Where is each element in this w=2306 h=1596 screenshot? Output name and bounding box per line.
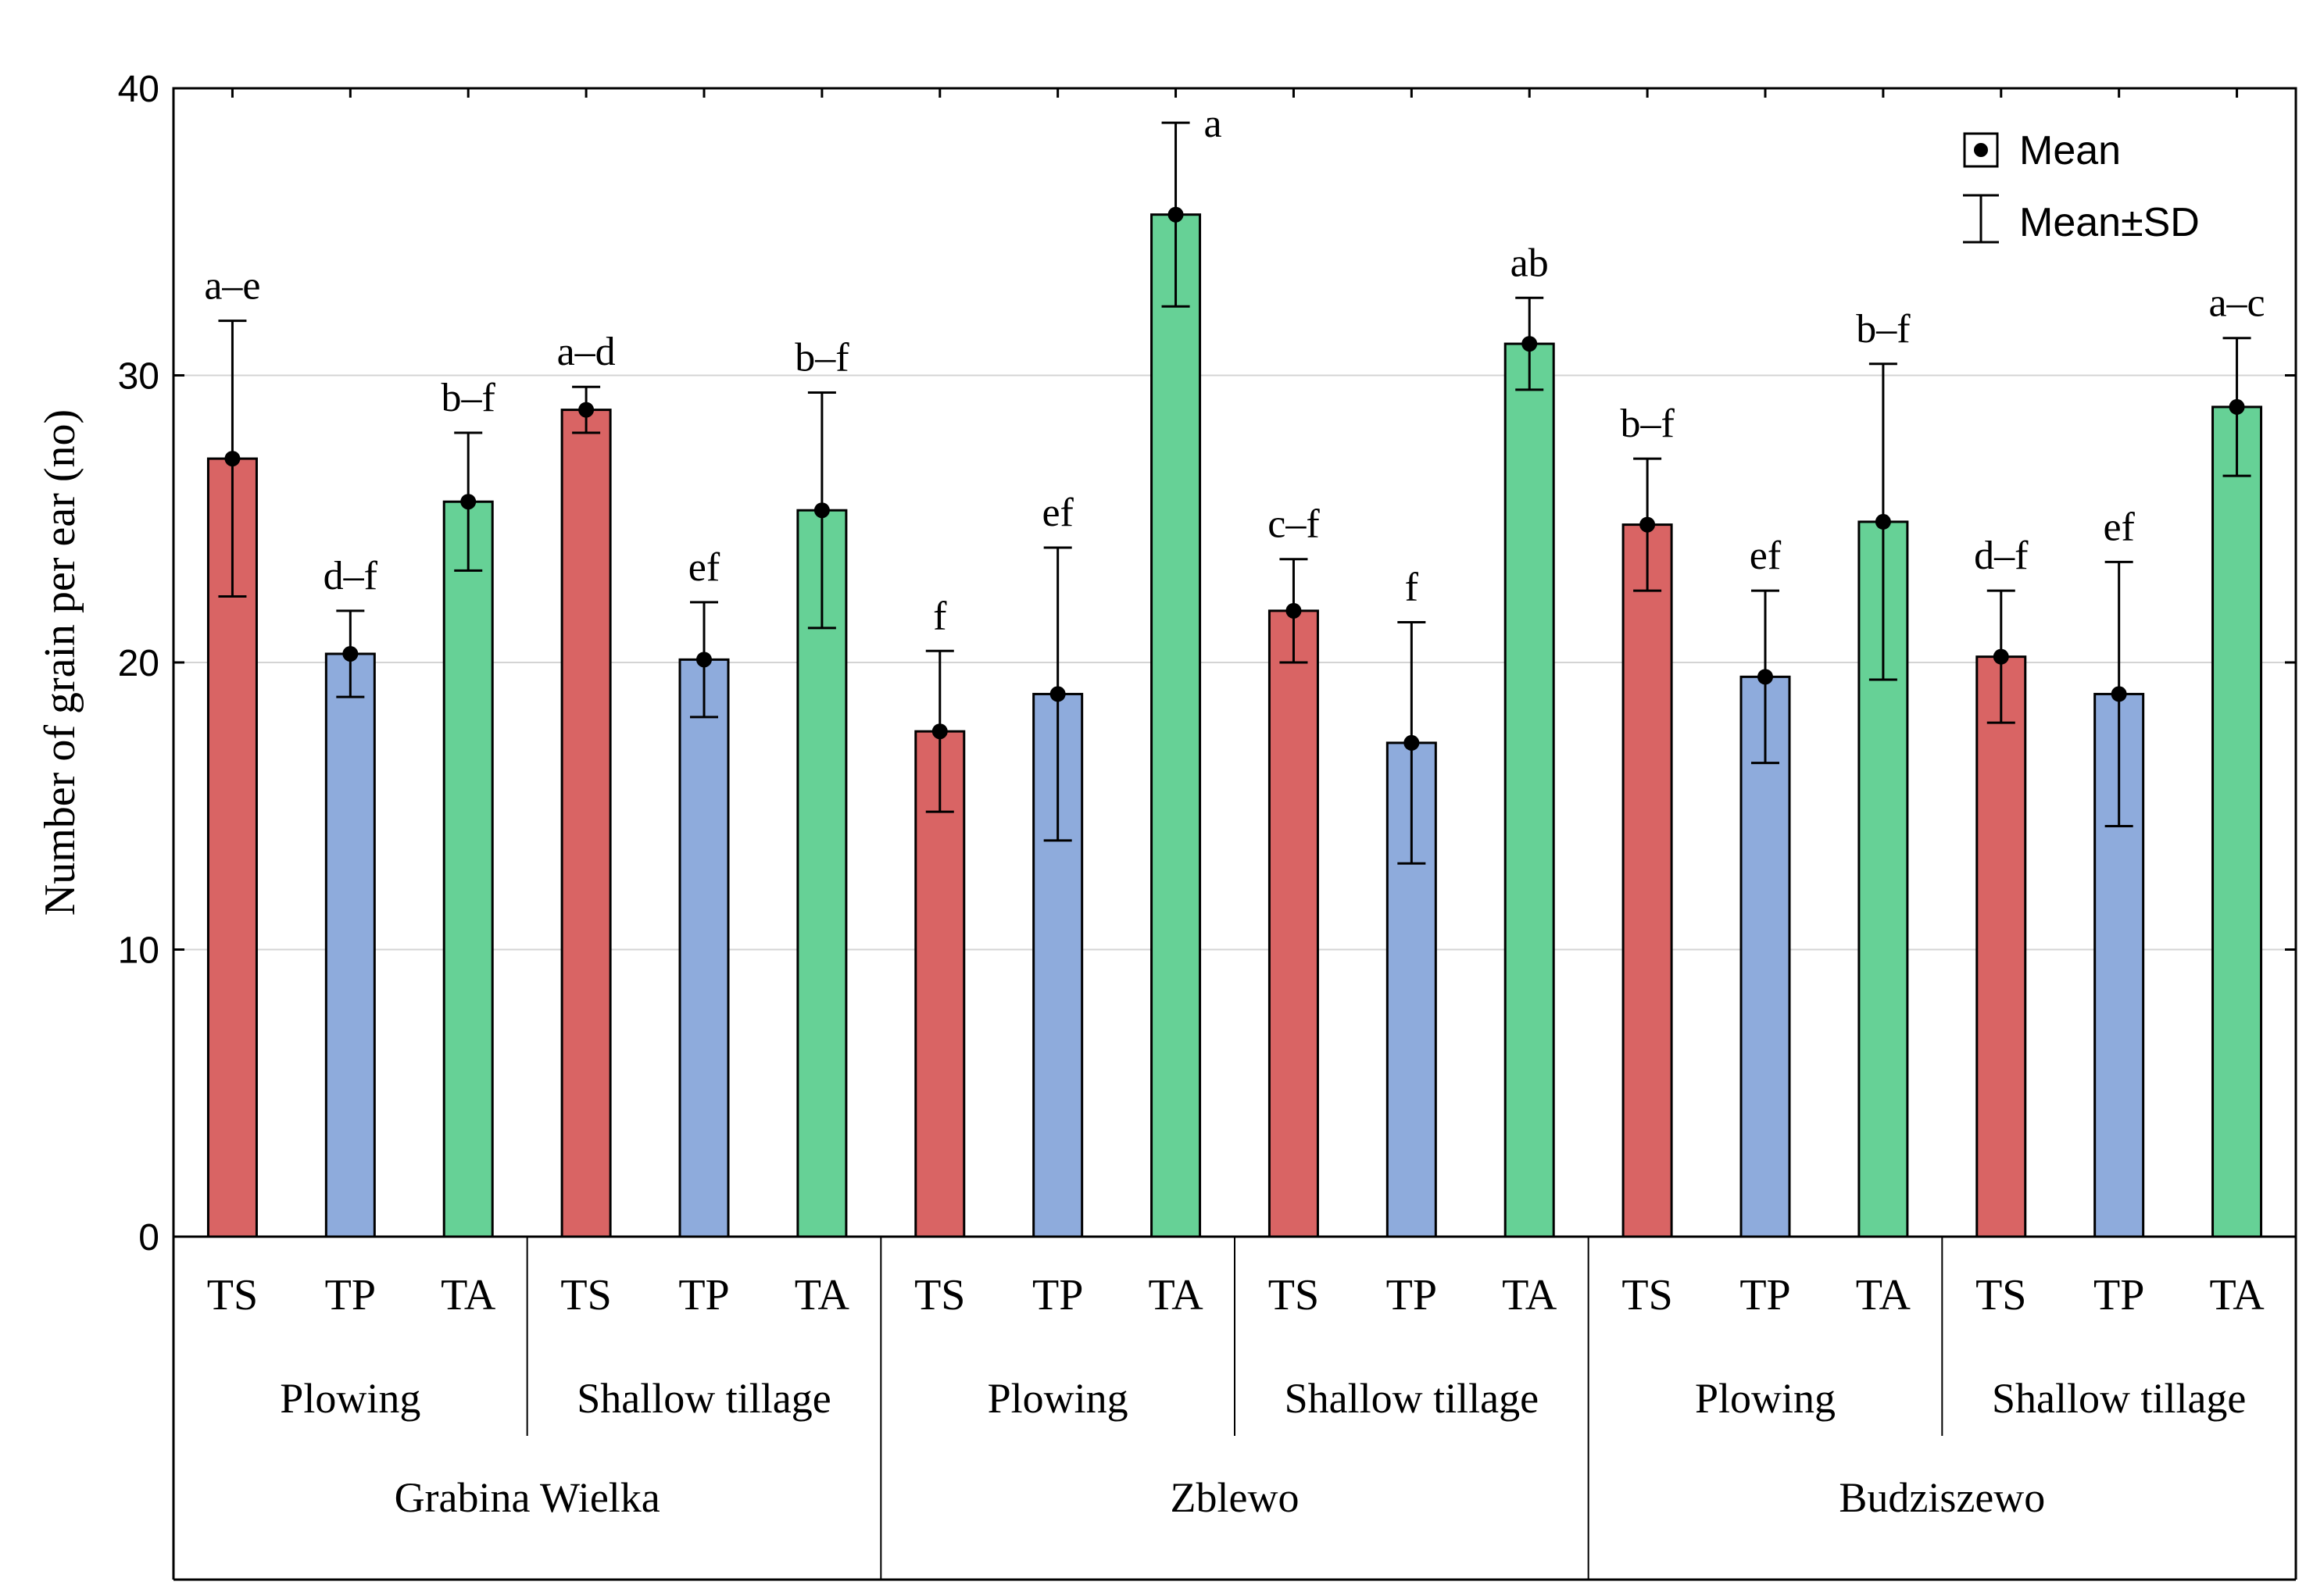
significance-label: ef: [688, 545, 720, 590]
significance-label: a–d: [557, 330, 616, 374]
legend-sd-label: Mean±SD: [2019, 200, 2200, 245]
bar-TS: [1975, 655, 2027, 1238]
bar-TS: [1267, 609, 1319, 1238]
significance-label: a–e: [204, 264, 260, 309]
tillage-label: Shallow tillage: [577, 1375, 831, 1422]
category-label-TS: TS: [207, 1271, 258, 1319]
mean-point: [224, 451, 241, 467]
category-label-TA: TA: [1502, 1271, 1557, 1319]
bar-TS: [914, 730, 966, 1238]
significance-label: c–f: [1267, 502, 1320, 547]
tillage-label: Plowing: [1695, 1375, 1836, 1422]
mean-point: [813, 502, 830, 519]
bar-TS: [1621, 523, 1673, 1238]
mean-point: [1521, 336, 1538, 352]
mean-points: [224, 206, 2245, 751]
mean-point: [1285, 602, 1302, 619]
category-label-TA: TA: [1148, 1271, 1203, 1319]
y-axis-label: Number of grain per ear (no): [36, 409, 84, 916]
mean-point: [1875, 513, 1891, 530]
y-tick-label: 30: [118, 356, 159, 398]
significance-label: b–f: [795, 336, 849, 380]
significance-label: b–f: [442, 376, 496, 420]
category-label-TA: TA: [795, 1271, 850, 1319]
tillage-label: Shallow tillage: [1992, 1375, 2246, 1422]
bar-TP: [678, 658, 730, 1238]
legend: Mean Mean±SD: [1963, 128, 2200, 245]
legend-mean-marker-icon: [1974, 143, 1988, 157]
significance-label: ef: [1750, 534, 1782, 578]
tillage-label: Plowing: [280, 1375, 420, 1422]
significance-label: d–f: [1974, 534, 2029, 578]
significance-label: f: [933, 594, 947, 638]
mean-point: [2229, 398, 2245, 415]
significance-label: a–c: [2208, 281, 2265, 326]
category-label-TP: TP: [1032, 1271, 1083, 1319]
mean-point: [1639, 516, 1656, 533]
category-label-TS: TS: [1621, 1271, 1672, 1319]
y-tick-label: 20: [118, 643, 159, 684]
significance-label: ef: [2103, 505, 2135, 549]
significance-label: f: [1405, 566, 1419, 610]
mean-point: [1757, 669, 1773, 685]
site-label: Grabina Wielka: [395, 1474, 660, 1521]
tillage-label: Plowing: [988, 1375, 1128, 1422]
bar-TP: [324, 652, 376, 1238]
category-label-TP: TP: [325, 1271, 376, 1319]
mean-point: [1049, 686, 1066, 702]
mean-point: [2111, 686, 2127, 702]
error-bars: [218, 121, 2251, 865]
legend-mean-label: Mean: [2019, 128, 2121, 173]
mean-point: [1993, 648, 2009, 665]
bar-TA: [442, 500, 494, 1238]
bar-TA: [2211, 405, 2263, 1238]
mean-point: [696, 652, 712, 668]
category-label-TS: TS: [914, 1271, 965, 1319]
category-label-TP: TP: [1386, 1271, 1437, 1319]
y-tick-label: 0: [138, 1217, 159, 1259]
category-label-TP: TP: [1739, 1271, 1790, 1319]
significance-label: a: [1204, 102, 1222, 146]
mean-point: [460, 494, 477, 510]
category-label-TA: TA: [2209, 1271, 2265, 1319]
legend-mean-marker-box: [1963, 132, 1999, 168]
category-label-TS: TS: [1975, 1271, 2026, 1319]
site-label: Zblewo: [1171, 1474, 1300, 1521]
bar-TA: [1503, 342, 1555, 1238]
y-axis: 0 10 20 30 40: [118, 69, 2296, 1259]
bar-TS: [560, 409, 612, 1238]
significance-label: b–f: [1620, 402, 1675, 446]
y-tick-label: 40: [118, 69, 159, 110]
category-label-TA: TA: [441, 1271, 496, 1319]
significance-label: d–f: [324, 554, 378, 598]
category-label-TP: TP: [2093, 1271, 2144, 1319]
bars: [206, 213, 2263, 1238]
y-tick-label: 10: [118, 930, 159, 972]
mean-point: [1403, 734, 1420, 751]
category-label-TS: TS: [560, 1271, 611, 1319]
mean-point: [578, 402, 595, 418]
mean-point: [931, 723, 948, 740]
mean-point: [342, 645, 359, 662]
x-axis-category-table: TS TP TA TS TP TA TS TP TA TS TP TA TS TP TA TS TP TA Plow…: [172, 1237, 2297, 1581]
significance-label: ef: [1042, 491, 1074, 535]
bar-TA: [1150, 213, 1202, 1238]
significance-labels: a–e d–f b–f a–d ef b–f f ef a c–f f ab b–f ef b–f d–f ef…: [204, 102, 2265, 638]
category-label-TP: TP: [678, 1271, 729, 1319]
category-label-TA: TA: [1856, 1271, 1911, 1319]
mean-point: [1167, 206, 1184, 223]
gridlines: [173, 374, 2296, 951]
site-label: Budziszewo: [1839, 1474, 2045, 1521]
significance-label: ab: [1511, 241, 1549, 285]
significance-label: b–f: [1856, 307, 1911, 352]
tillage-label: Shallow tillage: [1285, 1375, 1539, 1422]
category-label-TS: TS: [1268, 1271, 1319, 1319]
